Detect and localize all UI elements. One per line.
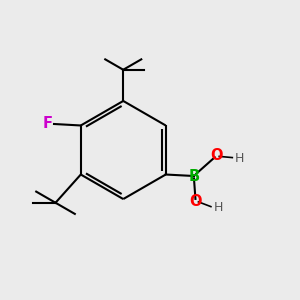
Text: H: H bbox=[235, 152, 244, 165]
Text: H: H bbox=[213, 201, 223, 214]
Text: B: B bbox=[188, 169, 200, 184]
Text: O: O bbox=[210, 148, 223, 163]
Text: O: O bbox=[189, 194, 202, 209]
Text: F: F bbox=[42, 116, 52, 131]
